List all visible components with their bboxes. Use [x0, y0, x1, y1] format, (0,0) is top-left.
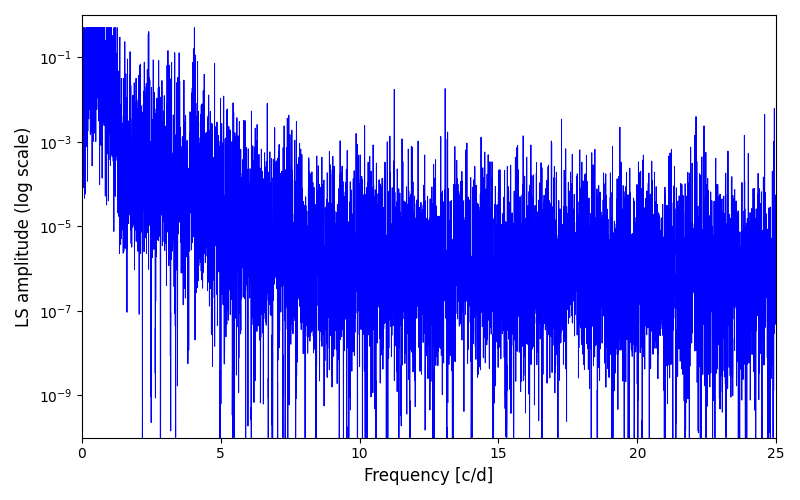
X-axis label: Frequency [c/d]: Frequency [c/d]	[364, 467, 494, 485]
Y-axis label: LS amplitude (log scale): LS amplitude (log scale)	[15, 126, 33, 326]
